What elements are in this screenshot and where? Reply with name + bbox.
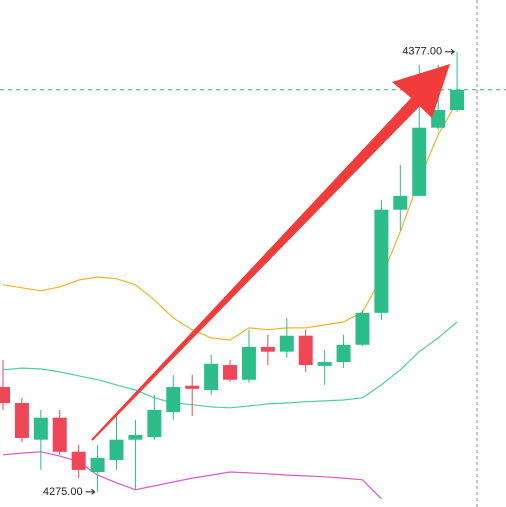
annotation-arrowhead [91, 489, 96, 495]
candle-body [52, 417, 67, 452]
candle-body [241, 346, 256, 380]
candle-body [109, 439, 124, 460]
candle-body [147, 409, 162, 438]
indicator-line [2, 321, 458, 409]
candle-body [223, 365, 238, 380]
candles [0, 51, 465, 492]
candle-body [204, 363, 219, 391]
candle-body [279, 335, 294, 352]
candle-body [393, 195, 408, 210]
indicator-line [2, 451, 382, 500]
candle-body [355, 312, 370, 345]
candle-body [0, 387, 10, 404]
candle-body [71, 451, 86, 470]
candle-body [374, 209, 389, 313]
candle-body [166, 387, 181, 413]
candle-body [260, 346, 275, 352]
trend-arrow [91, 64, 451, 441]
annotation-label: 4377.00 [402, 46, 442, 58]
candle-body [336, 344, 351, 363]
candle-body [14, 403, 29, 438]
candle-body [317, 362, 332, 366]
annotation-label: 4275.00 [43, 486, 83, 498]
candle-body [33, 417, 48, 440]
candle-body [298, 335, 313, 366]
annotations: 4377.00 4275.00 [43, 46, 455, 498]
annotation-arrowhead [450, 48, 455, 55]
candle-body [90, 457, 105, 473]
candle-body [128, 434, 143, 440]
candle-body [185, 385, 200, 389]
candle-body [412, 127, 427, 196]
candle-body [450, 89, 465, 111]
candle-body [431, 110, 446, 128]
indicator-lines [0, 89, 506, 500]
